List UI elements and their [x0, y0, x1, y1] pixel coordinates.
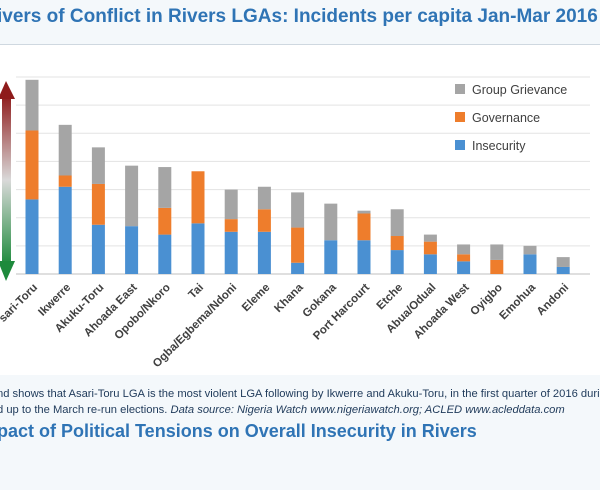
caption: nd shows that Asari-Toru LGA is the most…	[0, 386, 600, 418]
bar-segment-insecurity	[158, 234, 172, 274]
arrow-shaft	[2, 95, 11, 265]
legend-label: Insecurity	[472, 139, 526, 153]
bar-segment-governance	[390, 236, 404, 251]
bar-segment-group-grievance	[91, 147, 105, 184]
bar-segment-governance	[291, 227, 305, 263]
legend-swatch	[455, 140, 465, 150]
bar-segment-group-grievance	[556, 257, 570, 267]
bar-segment-group-grievance	[125, 165, 139, 227]
bar-segment-governance	[158, 207, 172, 235]
bar-segment-governance	[357, 213, 371, 241]
bar-segment-group-grievance	[490, 244, 504, 260]
bar-segment-group-grievance	[390, 209, 404, 237]
bar-segment-group-grievance	[457, 244, 471, 255]
category-label: sari-Toru	[0, 282, 40, 325]
page-title: ivers of Conflict in Rivers LGAs: Incide…	[0, 6, 598, 27]
bar-segment-governance	[257, 209, 271, 232]
bar-segment-governance	[490, 259, 504, 274]
bar-segment-group-grievance	[324, 203, 338, 241]
bar-segment-governance	[457, 254, 471, 262]
bars	[25, 79, 570, 274]
category-label: Tai	[186, 282, 206, 302]
bar-segment-insecurity	[257, 231, 271, 274]
bar-segment-group-grievance	[224, 189, 238, 220]
bar-segment-insecurity	[224, 231, 238, 274]
bar-segment-governance	[191, 171, 205, 224]
bar-segment-insecurity	[191, 223, 205, 274]
bar-segment-group-grievance	[58, 124, 72, 176]
bar-segment-insecurity	[457, 261, 471, 274]
severity-arrow	[0, 81, 15, 281]
arrow-head-up-icon	[0, 81, 15, 99]
bar-segment-governance	[91, 183, 105, 225]
bar-segment-insecurity	[58, 186, 72, 274]
bar-segment-governance	[25, 130, 39, 200]
bar-segment-insecurity	[523, 254, 537, 274]
bar-segment-insecurity	[423, 254, 437, 274]
legend-swatch	[455, 84, 465, 94]
legend-label: Group Grievance	[472, 83, 567, 97]
caption-line-1: nd shows that Asari-Toru LGA is the most…	[0, 388, 600, 400]
bar-segment-governance	[58, 175, 72, 187]
bar-segment-group-grievance	[158, 167, 172, 208]
category-label: Emohua	[498, 281, 539, 322]
bar-segment-group-grievance	[423, 234, 437, 242]
bar-segment-group-grievance	[257, 186, 271, 210]
category-label: Andoni	[535, 282, 571, 318]
legend-label: Governance	[472, 111, 540, 125]
bar-segment-insecurity	[324, 240, 338, 274]
section-subtitle: pact of Political Tensions on Overall In…	[0, 421, 477, 441]
bar-segment-governance	[224, 219, 238, 232]
bar-segment-group-grievance	[523, 245, 537, 255]
bar-segment-insecurity	[91, 224, 105, 274]
bar-segment-insecurity	[390, 250, 404, 274]
bar-segment-insecurity	[125, 226, 139, 274]
category-label: Eleme	[240, 282, 272, 314]
bar-segment-governance	[423, 241, 437, 255]
category-label: Etche	[375, 282, 406, 313]
arrow-head-down-icon	[0, 261, 15, 281]
legend-swatch	[455, 112, 465, 122]
bar-segment-group-grievance	[291, 192, 305, 228]
bar-segment-group-grievance	[25, 79, 39, 131]
bar-segment-insecurity	[357, 240, 371, 274]
legend: Group Grievance Governance Insecurity	[455, 83, 567, 153]
bar-segment-insecurity	[25, 199, 39, 274]
data-source: Data source: Nigeria Watch www.nigeriawa…	[170, 404, 565, 416]
caption-line-2: d up to the March re-run elections.	[0, 404, 171, 416]
bar-segment-group-grievance	[357, 210, 371, 214]
bar-segment-insecurity	[291, 262, 305, 274]
chart-area: sari-Toru Ikwerre Akuku-Toru Ahoada East Opo…	[0, 44, 600, 375]
bar-segment-insecurity	[556, 266, 570, 274]
